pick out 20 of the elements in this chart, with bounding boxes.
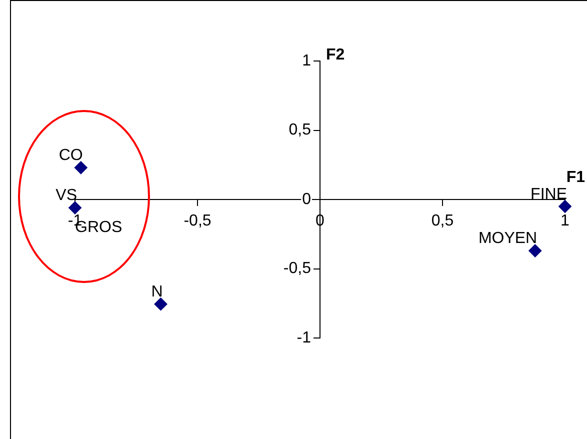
- y-tick-label: -0,5: [283, 260, 312, 278]
- y-tick-label: 1: [302, 52, 312, 70]
- x-tick-label: 1: [560, 212, 570, 230]
- annotation: CO: [58, 147, 83, 164]
- point: [68, 201, 82, 214]
- x-axis-title: F1: [566, 168, 586, 186]
- point: [528, 244, 542, 258]
- point: [74, 161, 88, 174]
- annotation: FINE: [530, 186, 567, 203]
- annotation: VS: [56, 187, 77, 204]
- annotation: MOYEN: [478, 230, 538, 248]
- x-tick-label: -0,5: [184, 212, 212, 230]
- y-tick-label: 0: [302, 190, 312, 208]
- annotation: N: [151, 283, 163, 300]
- point: [558, 200, 572, 213]
- y-tick-label: -1: [296, 329, 312, 346]
- y-tick-label: 0,5: [288, 122, 312, 139]
- x-tick-label: 0,5: [431, 212, 454, 230]
- y-axis-title: F2: [326, 46, 345, 64]
- point: [154, 298, 168, 311]
